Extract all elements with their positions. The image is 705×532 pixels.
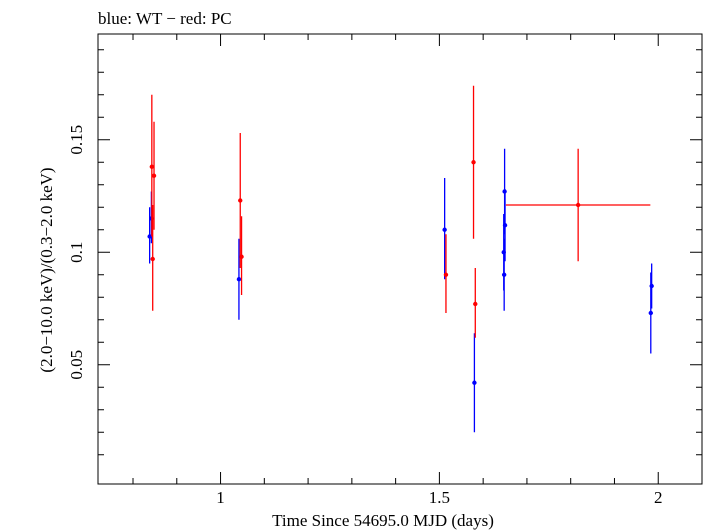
y-tick-label: 0.05 — [67, 350, 86, 380]
plot-frame — [97, 33, 703, 485]
data-point — [150, 256, 155, 262]
data-point — [501, 272, 507, 277]
x-tick-label: 1.5 — [429, 488, 450, 507]
data-point — [236, 277, 242, 282]
data-point — [648, 310, 653, 316]
data-point — [442, 227, 447, 232]
data-point — [473, 301, 478, 307]
data-point — [149, 164, 155, 169]
series-pc — [149, 85, 651, 338]
data-point — [575, 202, 581, 208]
data-point — [649, 283, 654, 289]
data-point — [471, 160, 476, 165]
series-wt — [147, 148, 654, 433]
data-point — [502, 223, 508, 228]
y-tick-label: 0.15 — [67, 125, 86, 155]
data-point — [472, 380, 477, 385]
y-tick-label: 0.1 — [67, 242, 86, 263]
data-point — [238, 198, 243, 203]
data-point — [151, 173, 157, 178]
x-tick-label: 2 — [654, 488, 663, 507]
x-tick-label: 1 — [216, 488, 225, 507]
chart-title: blue: WT − red: PC — [98, 9, 232, 28]
data-point — [147, 234, 152, 239]
y-axis-label: (2.0−10.0 keV)/(0.3−2.0 keV) — [37, 167, 56, 372]
data-point — [239, 254, 244, 259]
axis-ticks: 1 1.5 2 0.05 0.1 0.15 — [67, 34, 703, 507]
x-axis-label: Time Since 54695.0 MJD (days) — [272, 511, 494, 530]
data-point — [443, 272, 449, 277]
series-layer — [147, 85, 654, 433]
